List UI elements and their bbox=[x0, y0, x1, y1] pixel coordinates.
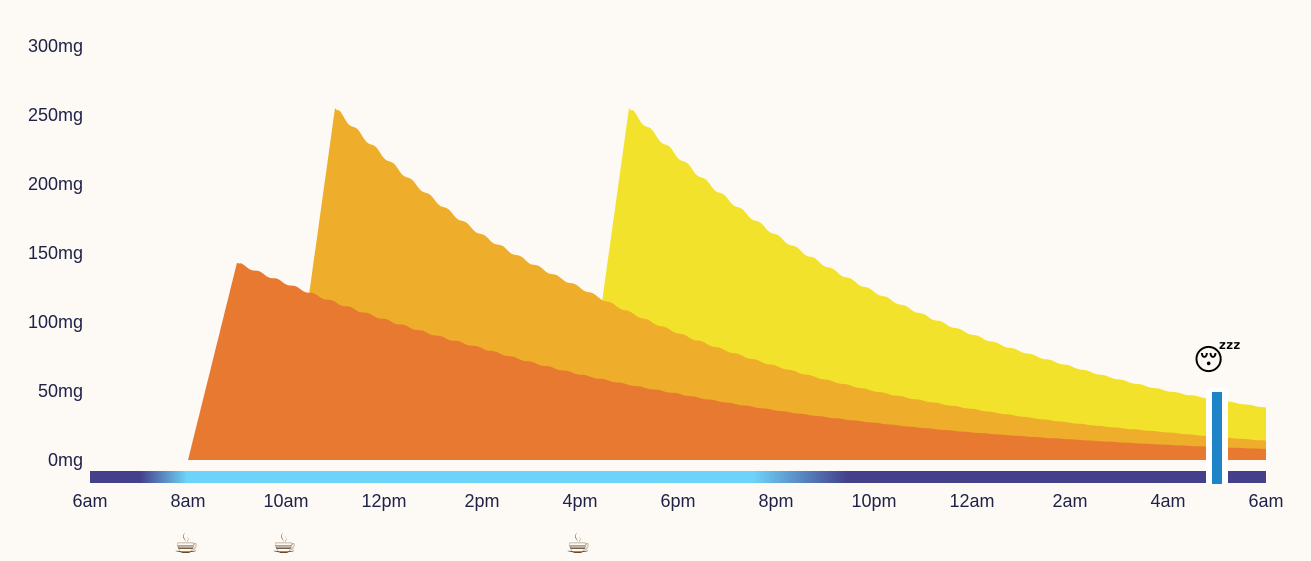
x-axis: 6am 8am 10am 12pm 2pm 4pm 6pm 8pm 10pm 12am 2am 4am… bbox=[72, 491, 1283, 511]
coffee-cup-icon: ☕ bbox=[271, 527, 296, 560]
y-tick-label: 100mg bbox=[28, 312, 83, 332]
y-tick-label: 300mg bbox=[28, 36, 83, 56]
x-tick-label: 10pm bbox=[851, 491, 896, 511]
x-tick-label: 2pm bbox=[464, 491, 499, 511]
coffee-cup-icon: ☕ bbox=[173, 527, 198, 560]
y-tick-label: 150mg bbox=[28, 243, 83, 263]
sleep-line bbox=[1212, 392, 1222, 484]
x-tick-label: 4pm bbox=[562, 491, 597, 511]
daylight-time-bar bbox=[90, 471, 1266, 483]
x-tick-label: 8pm bbox=[758, 491, 793, 511]
x-tick-label: 2am bbox=[1052, 491, 1087, 511]
y-axis: 0mg 50mg 100mg 150mg 200mg 250mg 300mg bbox=[28, 36, 83, 470]
daylight-bar bbox=[90, 471, 1266, 483]
x-tick-label: 8am bbox=[170, 491, 205, 511]
y-tick-label: 50mg bbox=[38, 381, 83, 401]
y-tick-label: 250mg bbox=[28, 105, 83, 125]
coffee-cup-icon: ☕ bbox=[565, 527, 590, 560]
caffeine-areas bbox=[188, 108, 1266, 460]
x-tick-label: 12am bbox=[949, 491, 994, 511]
sleep-marker: 😴 bbox=[1193, 342, 1241, 484]
x-tick-label: 4am bbox=[1150, 491, 1185, 511]
y-tick-label: 0mg bbox=[48, 450, 83, 470]
x-tick-label: 10am bbox=[263, 491, 308, 511]
sleeping-face-icon: 😴 bbox=[1193, 342, 1241, 378]
x-tick-label: 6pm bbox=[660, 491, 695, 511]
x-tick-label: 6am bbox=[72, 491, 107, 511]
y-tick-label: 200mg bbox=[28, 174, 83, 194]
caffeine-area-3 bbox=[188, 262, 1266, 460]
coffee-markers: ☕ ☕ ☕ bbox=[173, 527, 590, 560]
x-tick-label: 6am bbox=[1248, 491, 1283, 511]
x-tick-label: 12pm bbox=[361, 491, 406, 511]
